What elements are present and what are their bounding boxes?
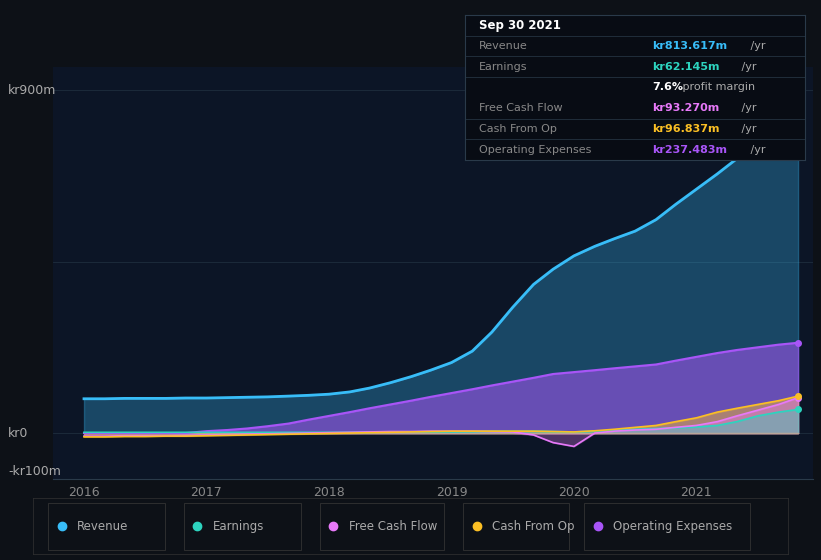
Text: Operating Expenses: Operating Expenses — [613, 520, 732, 533]
Text: /yr: /yr — [738, 62, 756, 72]
Text: /yr: /yr — [747, 144, 766, 155]
Text: Cash From Op: Cash From Op — [492, 520, 575, 533]
Text: Earnings: Earnings — [213, 520, 264, 533]
Text: profit margin: profit margin — [679, 82, 755, 92]
Text: /yr: /yr — [747, 41, 766, 51]
Text: kr93.270m: kr93.270m — [652, 103, 719, 113]
Text: kr813.617m: kr813.617m — [652, 41, 727, 51]
Text: 7.6%: 7.6% — [652, 82, 683, 92]
Text: kr62.145m: kr62.145m — [652, 62, 719, 72]
Text: Revenue: Revenue — [479, 41, 527, 51]
Text: kr96.837m: kr96.837m — [652, 124, 719, 134]
Text: Cash From Op: Cash From Op — [479, 124, 557, 134]
Text: Free Cash Flow: Free Cash Flow — [349, 520, 437, 533]
Text: /yr: /yr — [738, 103, 756, 113]
Text: Operating Expenses: Operating Expenses — [479, 144, 591, 155]
Text: kr0: kr0 — [8, 427, 29, 440]
Text: -kr100m: -kr100m — [8, 465, 61, 478]
Text: Revenue: Revenue — [76, 520, 128, 533]
Text: /yr: /yr — [738, 124, 756, 134]
Text: kr900m: kr900m — [8, 83, 57, 96]
Text: Free Cash Flow: Free Cash Flow — [479, 103, 562, 113]
Text: kr237.483m: kr237.483m — [652, 144, 727, 155]
Text: Sep 30 2021: Sep 30 2021 — [479, 19, 561, 32]
Text: Earnings: Earnings — [479, 62, 527, 72]
